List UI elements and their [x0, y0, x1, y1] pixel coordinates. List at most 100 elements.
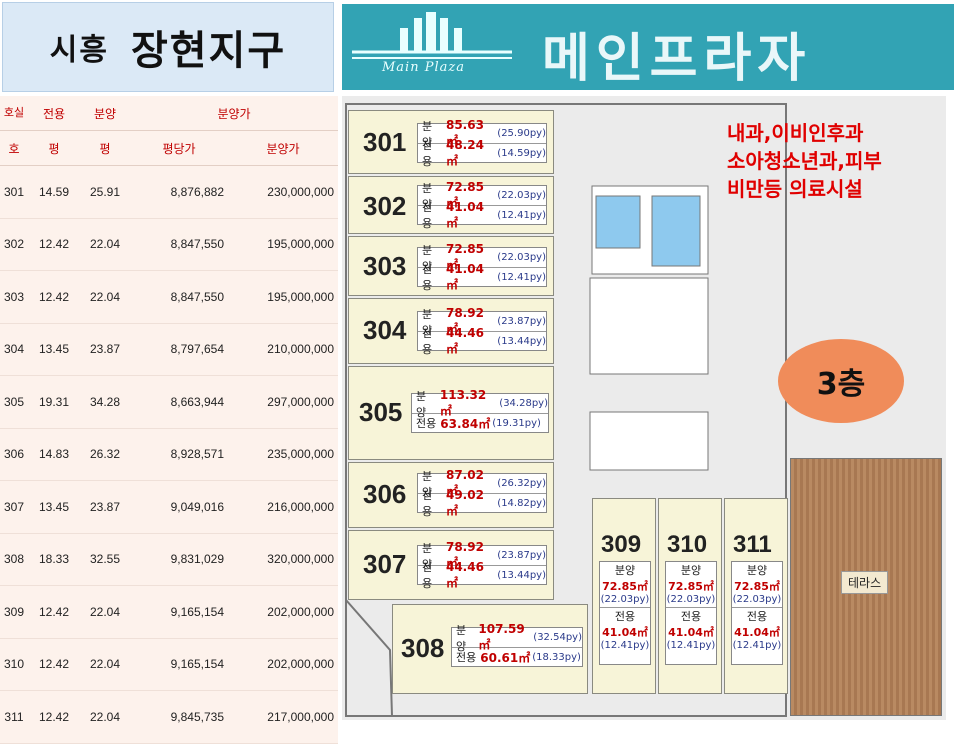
table-row: 311 12.42 22.04 9,845,735 217,000,000 [0, 690, 338, 744]
cell-sale: 22.04 [80, 270, 130, 324]
table-row: 301 14.59 25.91 8,876,882 230,000,000 [0, 165, 338, 219]
unit-number: 301 [363, 127, 407, 157]
unit-309[interactable]: 309 분양 72.85㎡ (22.03py) 전용 41.04㎡ (12.41… [592, 498, 656, 694]
cell-sale: 22.04 [80, 585, 130, 639]
cell-exclusive: 14.83 [28, 428, 80, 481]
cell-sale: 23.87 [80, 480, 130, 534]
cell-per-py: 9,165,154 [130, 638, 228, 691]
cell-sale: 32.55 [80, 533, 130, 586]
unit-304[interactable]: 304 분양 78.92㎡ (23.87py) 전용 44.46㎡ (13.44py) [348, 298, 554, 364]
th-sale-unit: 평 [80, 130, 130, 166]
brand-banner: Main Plaza 메인프라자 [342, 4, 954, 90]
cell-price: 202,000,000 [228, 638, 338, 691]
title-city: 시흥 [49, 33, 109, 68]
cell-per-py: 9,845,735 [130, 690, 228, 744]
th-room: 호실 [0, 96, 28, 131]
cell-price: 235,000,000 [228, 428, 338, 481]
cell-per-py: 8,847,550 [130, 218, 228, 271]
cell-per-py: 8,663,944 [130, 375, 228, 429]
cell-price: 320,000,000 [228, 533, 338, 586]
cell-room: 308 [0, 533, 28, 586]
unit-306[interactable]: 306 분양 87.02㎡ (26.32py) 전용 49.02㎡ (14.82py) [348, 462, 554, 528]
cell-sale: 23.87 [80, 323, 130, 376]
unit-308[interactable]: 308 분양 107.59㎡ (32.54py) 전용 60.61㎡ (18.33py) [392, 604, 588, 694]
cell-price: 297,000,000 [228, 375, 338, 429]
th-sale: 분양 [80, 96, 130, 131]
table-row: 307 13.45 23.87 9,049,016 216,000,000 [0, 480, 338, 534]
cell-price: 217,000,000 [228, 690, 338, 744]
usage-note-line: 비만등 의료시설 [727, 177, 863, 201]
table-row: 302 12.42 22.04 8,847,550 195,000,000 [0, 218, 338, 271]
cell-room: 311 [0, 690, 28, 744]
cell-exclusive: 14.59 [28, 165, 80, 219]
table-row: 306 14.83 26.32 8,928,571 235,000,000 [0, 428, 338, 481]
th-per-py: 평당가 [130, 130, 228, 166]
terrace-label: 테라스 [841, 571, 889, 594]
unit-310[interactable]: 310 분양 72.85㎡ (22.03py) 전용 41.04㎡ (12.41… [658, 498, 722, 694]
cell-sale: 22.04 [80, 218, 130, 271]
unit-303[interactable]: 303 분양 72.85㎡ (22.03py) 전용 41.04㎡ (12.41py) [348, 236, 554, 296]
cell-sale: 26.32 [80, 428, 130, 481]
usage-note: 내과,이비인후과 소아청소년과,피부 비만등 의료시설 [727, 119, 882, 203]
cell-exclusive: 18.33 [28, 533, 80, 586]
unit-311[interactable]: 311 분양 72.85㎡ (22.03py) 전용 41.04㎡ (12.41… [724, 498, 788, 694]
cell-exclusive: 19.31 [28, 375, 80, 429]
table-row: 305 19.31 34.28 8,663,944 297,000,000 [0, 375, 338, 429]
cell-per-py: 9,165,154 [130, 585, 228, 639]
cell-room: 310 [0, 638, 28, 691]
cell-exclusive: 12.42 [28, 638, 80, 691]
cell-room: 303 [0, 270, 28, 324]
cell-exclusive: 12.42 [28, 690, 80, 744]
cell-per-py: 8,876,882 [130, 165, 228, 219]
cell-per-py: 9,049,016 [130, 480, 228, 534]
floor-label: 3층 [816, 367, 866, 402]
usage-note-line: 내과,이비인후과 [727, 121, 864, 145]
cell-per-py: 8,797,654 [130, 323, 228, 376]
cell-room: 306 [0, 428, 28, 481]
cell-room: 309 [0, 585, 28, 639]
th-exclusive: 전용 [28, 96, 80, 131]
table-row: 304 13.45 23.87 8,797,654 210,000,000 [0, 323, 338, 376]
th-room-unit: 호 [0, 130, 28, 166]
th-exclusive-unit: 평 [28, 130, 80, 166]
th-price-total: 분양가 [228, 130, 338, 166]
brand-logo-text: Main Plaza [382, 60, 465, 75]
cell-exclusive: 13.45 [28, 323, 80, 376]
cell-price: 202,000,000 [228, 585, 338, 639]
cell-sale: 25.91 [80, 165, 130, 219]
cell-price: 230,000,000 [228, 165, 338, 219]
table-row: 309 12.42 22.04 9,165,154 202,000,000 [0, 585, 338, 639]
cell-per-py: 9,831,029 [130, 533, 228, 586]
price-table: 호실 전용 분양 분양가 호 평 평 평당가 분양가 301 14.59 25.91… [0, 96, 338, 744]
building-logo-icon [352, 12, 512, 59]
cell-price: 216,000,000 [228, 480, 338, 534]
table-header-row: 호실 전용 분양 분양가 [0, 96, 338, 131]
unit-302[interactable]: 302 분양 72.85㎡ (22.03py) 전용 41.04㎡ (12.41py) [348, 176, 554, 234]
unit-area-box: 분양 85.63㎡ (25.90py) 전용 48.24㎡ (14.59py) [417, 118, 547, 168]
cell-sale: 22.04 [80, 690, 130, 744]
cell-room: 305 [0, 375, 28, 429]
floor-badge: 3층 [778, 339, 904, 423]
cell-room: 301 [0, 165, 28, 219]
cell-room: 304 [0, 323, 28, 376]
cell-sale: 34.28 [80, 375, 130, 429]
cell-per-py: 8,847,550 [130, 270, 228, 324]
brand-name: 메인프라자 [542, 29, 812, 89]
unit-305[interactable]: 305 분양 113.32㎡ (34.28py) 전용 63.84㎡ (19.31py) [348, 366, 554, 460]
table-row: 308 18.33 32.55 9,831,029 320,000,000 [0, 533, 338, 586]
table-subheader-row: 호 평 평 평당가 분양가 [0, 130, 338, 166]
table-row: 310 12.42 22.04 9,165,154 202,000,000 [0, 638, 338, 691]
cell-exclusive: 12.42 [28, 218, 80, 271]
cell-price: 195,000,000 [228, 218, 338, 271]
cell-sale: 22.04 [80, 638, 130, 691]
cell-price: 210,000,000 [228, 323, 338, 376]
usage-note-line: 소아청소년과,피부 [727, 149, 882, 173]
table-row: 303 12.42 22.04 8,847,550 195,000,000 [0, 270, 338, 324]
unit-307[interactable]: 307 분양 78.92㎡ (23.87py) 전용 44.46㎡ (13.44py) [348, 530, 554, 600]
title-box: 시흥 장현지구 [2, 2, 334, 92]
cell-exclusive: 12.42 [28, 585, 80, 639]
cell-exclusive: 12.42 [28, 270, 80, 324]
terrace: 테라스 [790, 458, 942, 716]
cell-room: 302 [0, 218, 28, 271]
unit-301[interactable]: 301 분양 85.63㎡ (25.90py) 전용 48.24㎡ (14.59py) [348, 110, 554, 174]
